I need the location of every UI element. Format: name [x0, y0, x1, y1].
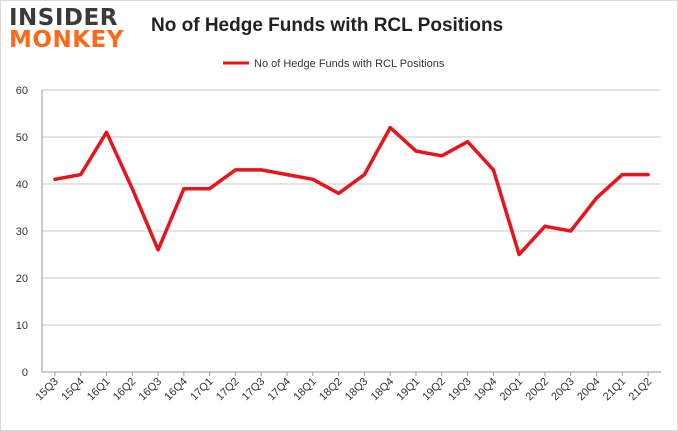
- chart-title: No of Hedge Funds with RCL Positions: [151, 15, 504, 36]
- x-tick-label: 19Q3: [446, 376, 474, 404]
- y-axis: 0 10 20 30 40 50 60: [16, 85, 43, 379]
- x-tick-label: 19Q1: [395, 376, 423, 404]
- x-tick-label: 18Q4: [369, 376, 397, 404]
- insider-monkey-logo: INSIDER MONKEY: [9, 5, 131, 53]
- logo-line-2: MONKEY: [9, 27, 124, 53]
- x-tick-label: 16Q4: [162, 376, 190, 404]
- y-tick-label: 20: [16, 273, 28, 285]
- data-point: [620, 173, 624, 177]
- data-point: [388, 126, 392, 130]
- x-tick-label: 16Q2: [111, 376, 139, 404]
- data-point: [259, 168, 263, 172]
- data-point: [595, 196, 599, 200]
- y-tick-label: 60: [16, 85, 28, 97]
- data-point: [517, 253, 521, 256]
- data-point: [104, 130, 108, 134]
- data-point: [311, 177, 315, 181]
- series-line-0: [53, 125, 650, 257]
- data-point: [543, 224, 547, 228]
- legend: No of Hedge Funds with RCL Positions: [223, 58, 445, 70]
- y-tick-label: 0: [22, 367, 28, 379]
- data-point: [440, 154, 444, 158]
- data-point: [362, 173, 366, 177]
- data-point: [414, 149, 418, 153]
- x-tick-label: 15Q4: [59, 376, 87, 404]
- x-tick-label: 17Q1: [188, 376, 216, 404]
- y-tick-label: 30: [16, 226, 28, 238]
- y-tick-label: 10: [16, 320, 28, 332]
- data-point: [79, 173, 83, 177]
- x-tick-label: 19Q2: [420, 376, 448, 404]
- x-tick-label: 21Q2: [627, 376, 655, 404]
- data-point: [156, 248, 160, 252]
- data-point: [646, 173, 650, 177]
- data-point: [130, 187, 134, 191]
- data-point: [182, 187, 186, 191]
- y-tick-label: 50: [16, 132, 28, 144]
- x-tick-label: 18Q1: [291, 376, 319, 404]
- data-point: [491, 168, 495, 172]
- x-tick-label: 20Q1: [498, 376, 526, 404]
- data-point: [569, 229, 573, 233]
- x-tick-label: 20Q3: [549, 376, 577, 404]
- x-tick-label: 19Q4: [472, 376, 500, 404]
- legend-label: No of Hedge Funds with RCL Positions: [254, 58, 445, 70]
- x-tick-label: 16Q1: [85, 376, 113, 404]
- x-tick-label: 21Q1: [601, 376, 629, 404]
- x-tick-label: 17Q2: [214, 376, 242, 404]
- data-point: [285, 173, 289, 177]
- x-tick-label: 20Q2: [524, 376, 552, 404]
- x-axis: 15Q315Q416Q116Q216Q316Q417Q117Q217Q317Q4…: [33, 371, 661, 404]
- data-point: [466, 140, 470, 144]
- data-point: [208, 187, 212, 191]
- logo-line-1: INSIDER: [9, 5, 118, 31]
- x-tick-label: 20Q4: [575, 376, 603, 404]
- x-tick-label: 18Q3: [343, 376, 371, 404]
- x-tick-label: 15Q3: [33, 376, 61, 404]
- data-point: [233, 168, 237, 172]
- x-tick-label: 18Q2: [317, 376, 345, 404]
- data-point: [337, 191, 341, 195]
- x-tick-label: 16Q3: [137, 376, 165, 404]
- y-tick-label: 40: [16, 179, 28, 191]
- series-layer: [53, 125, 650, 257]
- data-point: [53, 177, 57, 181]
- x-tick-label: 17Q3: [240, 376, 268, 404]
- x-tick-label: 17Q4: [266, 376, 294, 404]
